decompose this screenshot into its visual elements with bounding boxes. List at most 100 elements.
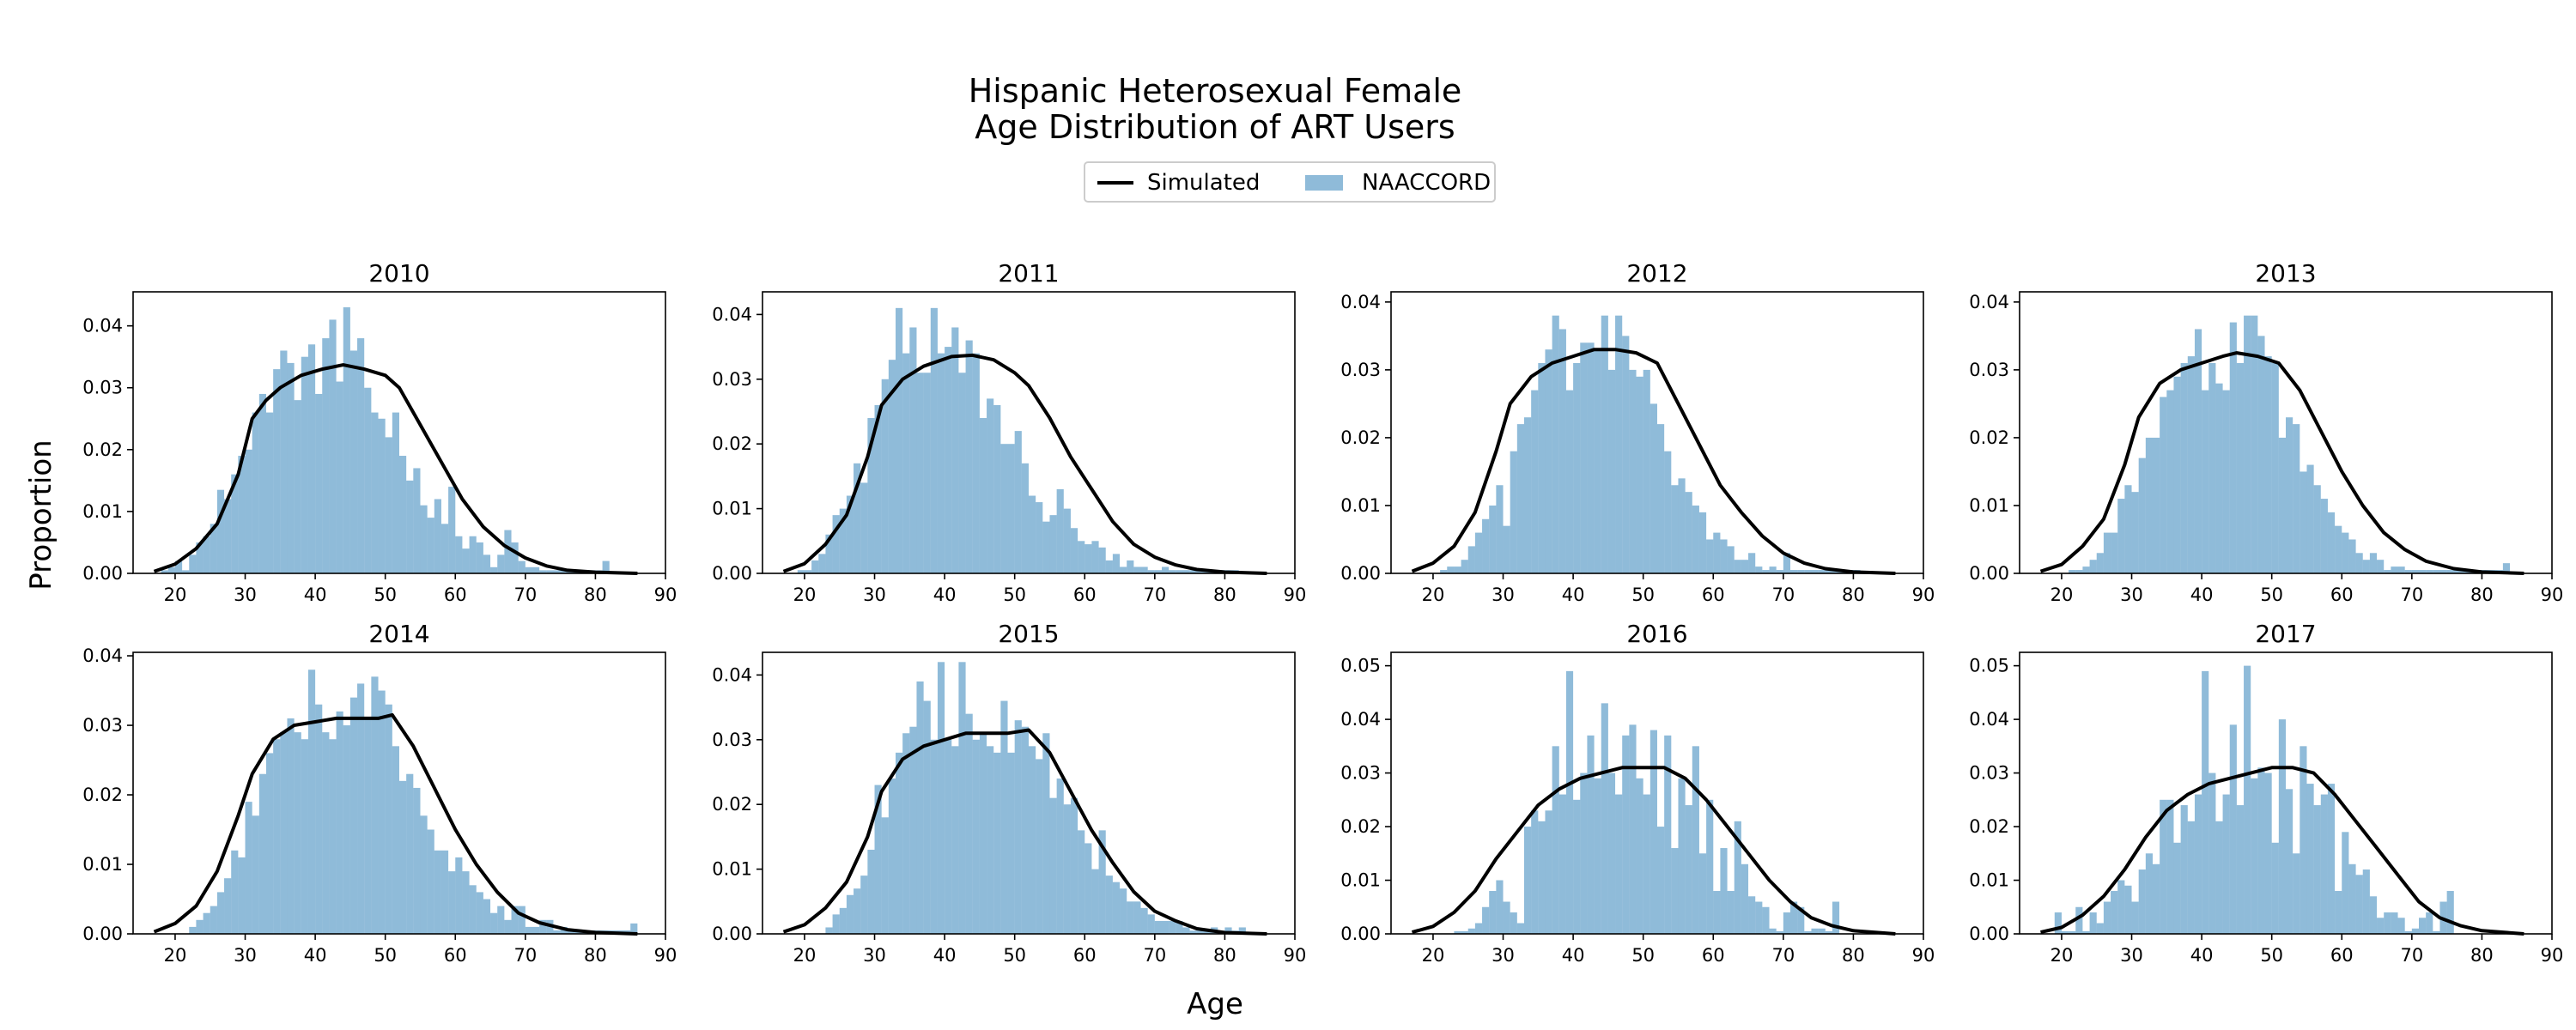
hist-bar: [307, 344, 316, 573]
y-tick-label: 0.04: [712, 304, 752, 324]
hist-bar: [322, 338, 330, 573]
hist-bar: [567, 930, 574, 934]
hist-bar: [231, 474, 239, 573]
hist-bar: [1056, 488, 1064, 573]
panel-2014: 20 30 40 50 60 70 80 90 0.00 0.01 0.02 0.03 0.04 2014: [82, 620, 677, 966]
x-tick-label: 50: [1003, 585, 1026, 605]
hist-bar: [1565, 390, 1574, 573]
hist-bar: [1741, 863, 1749, 934]
hist-bar: [2335, 525, 2342, 573]
y-tick-label: 0.02: [712, 433, 752, 454]
hist-bar: [2502, 563, 2511, 573]
hist-bar: [420, 815, 428, 934]
hist-bar: [1454, 566, 1461, 573]
hist-bar: [832, 914, 840, 934]
hist-bar: [1678, 778, 1686, 934]
y-tick-label: 0.01: [82, 501, 123, 522]
hist-bar: [2397, 918, 2405, 934]
hist-bar: [874, 404, 882, 573]
hist-bar: [902, 353, 910, 573]
hist-bar: [1825, 570, 1832, 573]
x-tick-label: 40: [933, 945, 957, 966]
hist-bar: [357, 683, 365, 934]
hist-bar: [2222, 390, 2230, 573]
hist-bar: [476, 542, 483, 573]
x-tick-label: 70: [2400, 585, 2423, 605]
hist-bar: [1467, 928, 1475, 934]
hist-bar: [867, 418, 875, 573]
x-tick-label: 90: [2541, 945, 2564, 966]
hist-bar: [455, 536, 463, 573]
hist-bar: [1776, 570, 1783, 573]
axes-frame: [132, 651, 666, 935]
x-tick-label: 90: [654, 945, 677, 966]
hist-bar: [1503, 525, 1510, 573]
hist-bar: [434, 850, 441, 934]
hist-bar: [1154, 570, 1162, 573]
hist-bar: [1014, 431, 1022, 573]
hist-bar: [336, 381, 343, 573]
hist-bar: [1685, 492, 1692, 573]
y-tick-label: 0.04: [1340, 292, 1381, 312]
legend-naaccord-label: NAACCORD: [1362, 170, 1492, 196]
hist-bar: [923, 373, 931, 573]
x-tick-label: 50: [374, 945, 397, 966]
hist-bar: [378, 690, 386, 934]
hist-bar: [2131, 901, 2139, 934]
hist-bar: [203, 912, 210, 934]
hist-bar: [2419, 918, 2427, 934]
hist-bar: [2202, 390, 2209, 573]
hist-bar: [1629, 724, 1637, 934]
hist-bar: [797, 570, 805, 573]
hist-bar: [1021, 726, 1029, 934]
hist-bar: [2404, 570, 2412, 573]
hist-bar: [1698, 853, 1707, 934]
hist-bar: [1489, 891, 1497, 934]
hist-bar: [1692, 505, 1699, 573]
hist-bar: [427, 829, 434, 934]
hist-bar: [1587, 735, 1595, 934]
hist-bar: [273, 369, 281, 573]
hist-bar: [2362, 560, 2370, 573]
hist-bar: [511, 542, 519, 573]
hist-bar: [2306, 784, 2314, 934]
hist-bar: [1091, 869, 1099, 934]
hist-bar: [245, 802, 252, 934]
hist-bar: [2075, 570, 2083, 573]
hist-bar: [469, 536, 477, 573]
hist-bar: [2446, 570, 2454, 573]
hist-bar: [2348, 863, 2356, 934]
hist-bar: [1643, 794, 1650, 934]
x-tick-label: 70: [2400, 945, 2423, 966]
hist-bar: [825, 534, 833, 573]
hist-bar: [2355, 553, 2363, 573]
hist-bar: [2145, 853, 2153, 934]
hist-bar: [1797, 570, 1805, 573]
x-tick-label: 60: [444, 585, 467, 605]
hist-bar: [1664, 735, 1672, 934]
hist-bar: [1189, 570, 1197, 573]
hist-bar: [167, 566, 175, 573]
x-tick-label: 30: [1492, 585, 1515, 605]
hist-bar: [1056, 779, 1064, 934]
y-tick-label: 0.05: [1340, 656, 1381, 676]
hist-bar: [294, 732, 301, 934]
y-tick-label: 0.03: [1969, 763, 2009, 784]
hist-bar: [1461, 930, 1468, 934]
hist-bar: [2453, 570, 2461, 573]
hist-bar: [440, 524, 449, 573]
hist-bar: [1755, 566, 1763, 573]
hist-bar: [224, 878, 232, 934]
hist-bar: [1734, 821, 1741, 934]
hist-bar: [1755, 901, 1763, 934]
hist-bar: [1545, 349, 1552, 573]
hist-bar: [182, 570, 190, 573]
hist-bar: [2377, 918, 2385, 934]
hist-bar: [1727, 546, 1735, 573]
hist-bar: [2166, 799, 2174, 934]
hist-bar: [1601, 315, 1608, 573]
hist-bar: [2342, 832, 2349, 934]
hist-bar: [1224, 927, 1232, 934]
hist-bar: [951, 746, 959, 934]
